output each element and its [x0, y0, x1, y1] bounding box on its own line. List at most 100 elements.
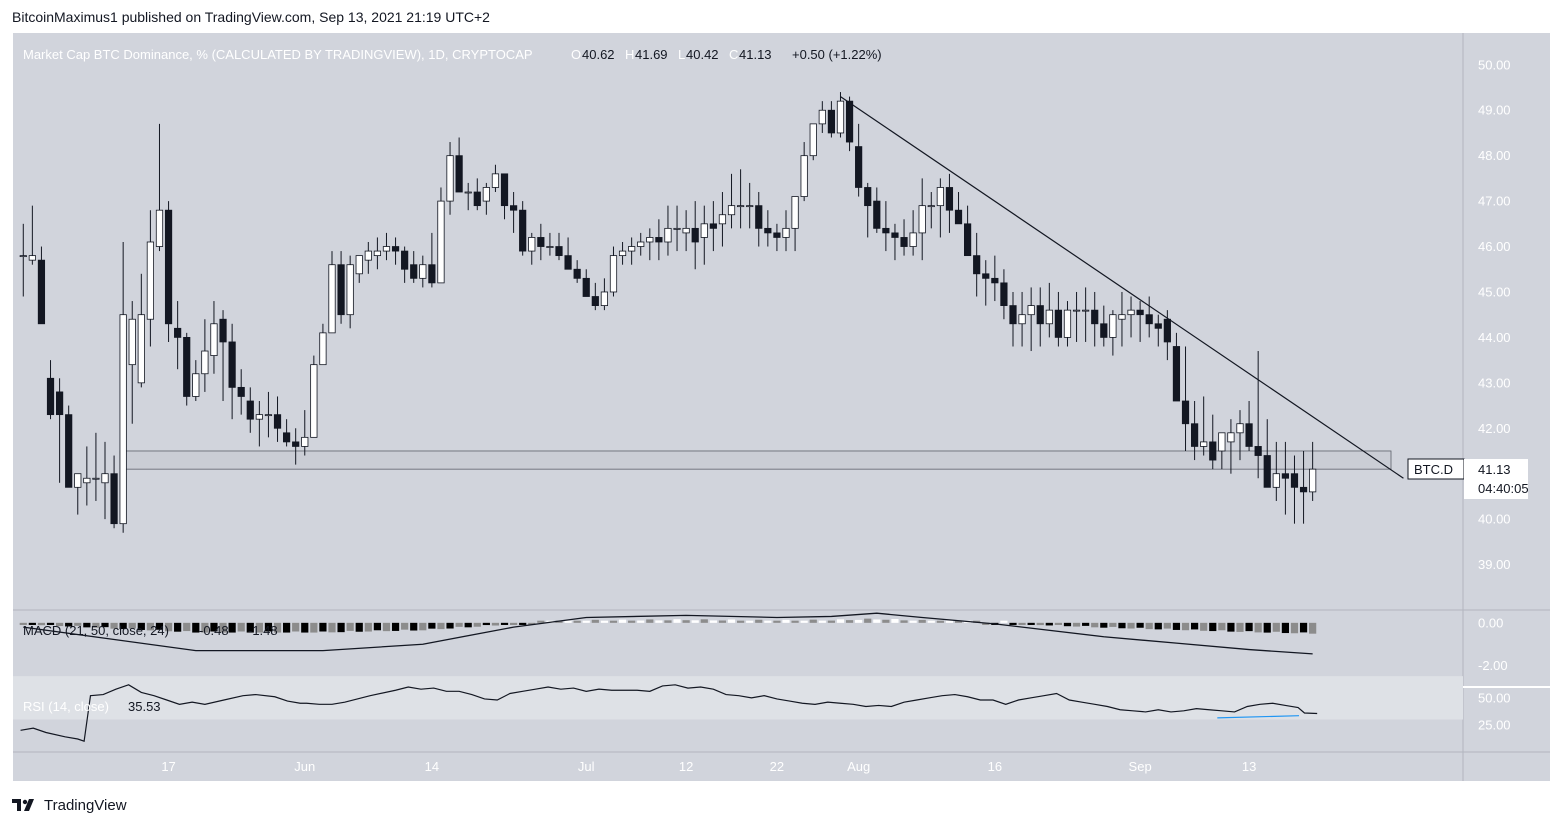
price-tick-label: 50.00	[1478, 57, 1511, 72]
candle-body	[1118, 314, 1126, 320]
price-tick-label: 44.00	[1478, 330, 1511, 345]
macd-histogram-bar	[782, 619, 790, 623]
macd-histogram-bar	[845, 620, 854, 623]
candle-body	[346, 264, 354, 316]
candle	[228, 323, 236, 420]
candle-body	[655, 237, 663, 243]
price-tick-label: 39.00	[1478, 557, 1511, 572]
candle-body	[337, 264, 345, 316]
macd-histogram-bar	[737, 620, 745, 623]
macd-histogram-bar	[19, 622, 27, 625]
candle-body	[755, 205, 763, 229]
macd-histogram-bar	[201, 622, 209, 633]
candle-body	[1000, 282, 1008, 306]
legend-change: +0.50 (+1.22%)	[792, 47, 882, 62]
candle-body	[891, 232, 899, 238]
candle	[183, 332, 191, 406]
footer-brand[interactable]: TradingView	[12, 795, 127, 815]
candle	[1227, 419, 1235, 474]
candle	[237, 369, 245, 415]
legend-c-value: 41.13	[739, 47, 772, 62]
candle-body	[573, 268, 581, 279]
candle	[410, 251, 418, 283]
macd-histogram-bar	[618, 619, 627, 623]
price-tick-label: 48.00	[1478, 148, 1511, 163]
macd-histogram-bar	[818, 620, 826, 623]
macd-histogram-bar	[746, 620, 754, 623]
candle	[982, 260, 990, 306]
candle	[1236, 410, 1244, 461]
time-axis: 17 Jun 14 Jul 12 22 Aug 16 Sep 13	[161, 759, 1256, 774]
macd-histogram-bar	[773, 620, 781, 623]
candle-body	[945, 187, 954, 211]
candle-body	[219, 318, 227, 343]
macd-histogram-bar	[1181, 622, 1190, 631]
candle-body	[727, 205, 736, 216]
candle-body	[909, 232, 917, 247]
candle-body	[791, 196, 799, 229]
candle-body	[1136, 309, 1144, 316]
candle-body	[255, 414, 263, 420]
candle	[664, 205, 672, 256]
macd-title: MACD (21, 50, close, 24)	[23, 623, 169, 638]
candle-body	[1054, 309, 1062, 338]
price-axis: 50.00 49.00 48.00 47.00 46.00 45.00 44.00 43.00…	[1478, 57, 1511, 732]
macd-histogram-bar	[564, 620, 572, 623]
candle-body	[74, 473, 82, 488]
candle	[1181, 346, 1190, 451]
candle	[927, 192, 935, 229]
macd-histogram-bar	[510, 622, 518, 625]
macd-histogram-bar	[1254, 622, 1262, 633]
candle	[401, 246, 409, 283]
candle	[1299, 450, 1308, 524]
candle-body	[1072, 309, 1081, 312]
macd-histogram-bar	[1100, 622, 1108, 628]
candle-body	[1127, 309, 1135, 316]
candle	[1245, 401, 1253, 451]
candle-body	[128, 318, 136, 366]
macd-histogram-bar	[918, 619, 926, 623]
candle-body	[464, 191, 472, 194]
candle-body	[237, 386, 245, 397]
legend-h-label: H	[625, 47, 634, 62]
candle-body	[419, 264, 427, 279]
candle	[646, 228, 654, 261]
candle	[301, 410, 309, 456]
candle	[637, 232, 645, 256]
macd-histogram-bar	[1118, 622, 1126, 629]
symbol-tag-text: BTC.D	[1414, 462, 1453, 477]
candle	[964, 205, 972, 257]
macd-histogram-bar	[936, 620, 944, 623]
candle-body	[618, 250, 627, 257]
candle	[991, 255, 999, 302]
macd-histogram-bar	[1290, 622, 1299, 634]
candle	[419, 255, 427, 288]
legend-l-label: L	[678, 47, 685, 62]
candle-body	[1272, 473, 1280, 488]
candle	[164, 201, 173, 342]
candle-body	[183, 337, 191, 397]
candle	[509, 192, 518, 233]
candle-body	[500, 173, 509, 207]
macd-histogram-bar	[473, 622, 481, 627]
time-tick-label: Sep	[1129, 759, 1152, 774]
macd-histogram-bar	[519, 622, 527, 625]
legend-o-value: 40.62	[582, 47, 615, 62]
macd-histogram-bar	[1145, 622, 1153, 630]
candle	[192, 360, 200, 402]
candle	[1309, 441, 1317, 501]
macd-signal-line	[23, 612, 1313, 655]
last-price-tag	[1464, 459, 1528, 499]
candle-body	[1163, 318, 1171, 343]
macd-histogram-bar	[164, 622, 173, 632]
macd-histogram-bar	[500, 622, 509, 625]
candle-body	[110, 473, 118, 525]
support-zone	[119, 450, 1392, 470]
macd-tick-label: 0.00	[1478, 615, 1503, 630]
candle	[891, 223, 899, 261]
candle-body	[92, 477, 100, 480]
macd-histogram-bar	[364, 622, 372, 632]
candle	[1000, 269, 1008, 320]
candle	[537, 223, 545, 261]
